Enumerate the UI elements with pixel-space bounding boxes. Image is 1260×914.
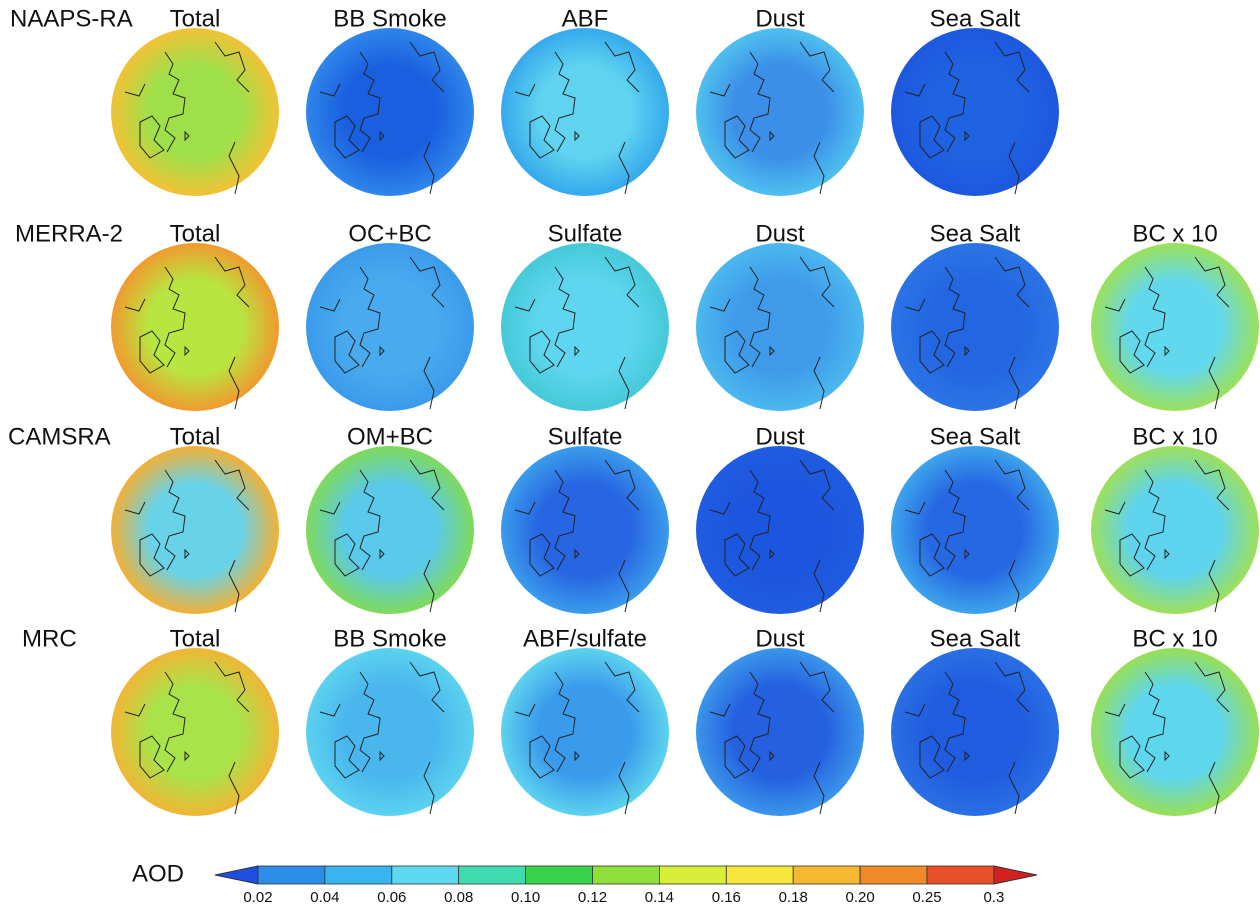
polar-map	[1091, 446, 1259, 614]
colorbar-label: AOD	[132, 860, 184, 887]
polar-map	[891, 28, 1059, 196]
figure: NAAPS-RATotalBB SmokeABFDustSea SaltMERR…	[0, 0, 1260, 909]
polar-map	[891, 243, 1059, 411]
colorbar-segment	[927, 866, 994, 884]
colorbar-tick-label: 0.14	[645, 889, 674, 906]
polar-map	[1091, 243, 1259, 411]
polar-map	[306, 648, 474, 816]
polar-map	[501, 446, 669, 614]
row-label: NAAPS-RA	[10, 5, 133, 32]
polar-map	[501, 28, 669, 196]
polar-map	[891, 446, 1059, 614]
colorbar-tick-label: 0.25	[912, 889, 941, 906]
colorbar-segment	[793, 866, 860, 884]
colorbar-tick-label: 0.02	[243, 889, 272, 906]
colorbar-segment	[860, 866, 927, 884]
colorbar-end	[994, 866, 1037, 884]
polar-map	[306, 28, 474, 196]
colorbar-tick-label: 0.04	[310, 889, 339, 906]
colorbar-tick-label: 0.06	[377, 889, 406, 906]
colorbar-tick-label: 0.12	[578, 889, 607, 906]
polar-map	[111, 243, 279, 411]
colorbar-tick-label: 0.10	[511, 889, 540, 906]
polar-map	[696, 446, 864, 614]
colorbar-segment	[726, 866, 793, 884]
colorbar-tick-label: 0.08	[444, 889, 473, 906]
polar-map	[306, 446, 474, 614]
colorbar-segment	[659, 866, 726, 884]
polar-map	[891, 648, 1059, 816]
row-label: MERRA-2	[15, 220, 123, 247]
colorbar-segment	[325, 866, 392, 884]
polar-map	[306, 243, 474, 411]
colorbar-tick-label: 0.18	[779, 889, 808, 906]
polar-map	[501, 648, 669, 816]
polar-map	[111, 28, 279, 196]
colorbar-tick-label: 0.3	[983, 889, 1004, 906]
polar-map	[1091, 648, 1259, 816]
polar-map	[111, 648, 279, 816]
colorbar-segment	[526, 866, 593, 884]
polar-map	[696, 243, 864, 411]
colorbar-end	[215, 866, 258, 884]
colorbar-segment	[258, 866, 325, 884]
colorbar-tick-label: 0.20	[845, 889, 874, 906]
colorbar-segment	[392, 866, 459, 884]
row-label: CAMSRA	[8, 423, 111, 450]
colorbar-tick-label: 0.16	[712, 889, 741, 906]
polar-map	[501, 243, 669, 411]
colorbar-segment	[459, 866, 526, 884]
polar-map	[696, 28, 864, 196]
polar-map	[111, 446, 279, 614]
colorbar-segment	[593, 866, 660, 884]
row-label: MRC	[22, 625, 77, 652]
polar-map	[696, 648, 864, 816]
